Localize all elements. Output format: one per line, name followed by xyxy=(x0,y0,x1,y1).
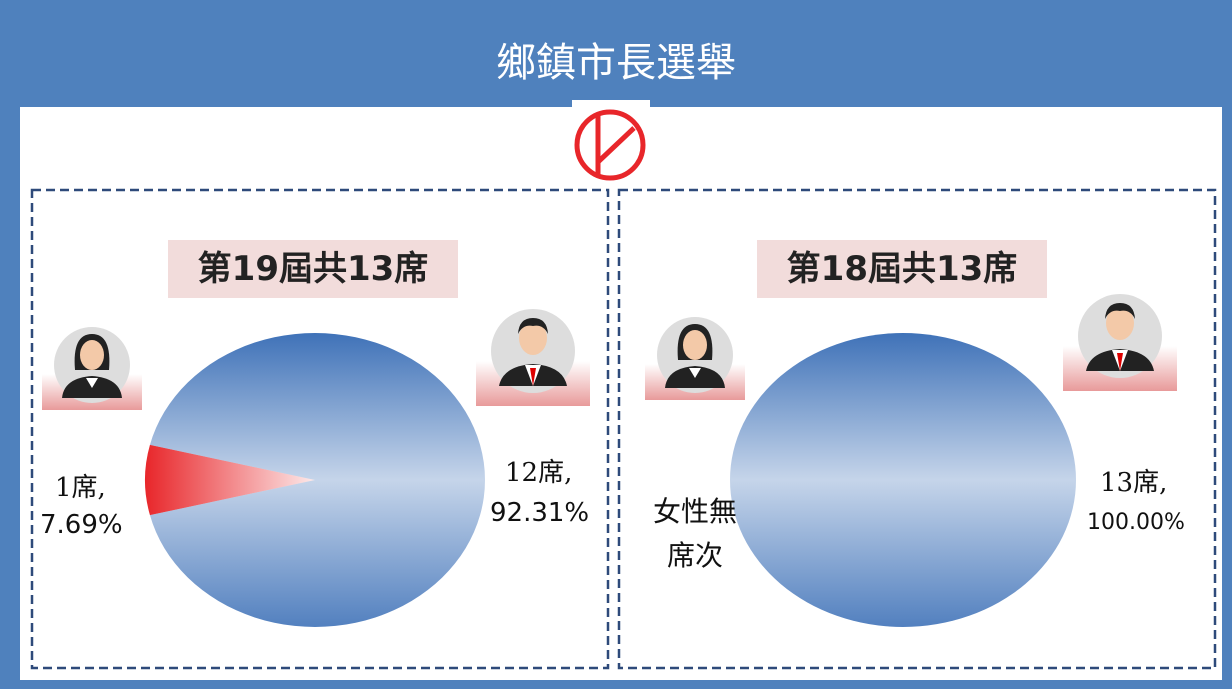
pie-slice xyxy=(730,333,1076,627)
data-label: 12席, xyxy=(505,458,573,488)
male-icon xyxy=(476,306,590,406)
percent-label: 92.31% xyxy=(490,498,590,528)
chart-title: 第19屆共13席 xyxy=(168,240,458,298)
data-label: 13席, xyxy=(1100,468,1168,498)
percent-label: 7.69% xyxy=(40,510,123,540)
chart-title: 第18屆共13席 xyxy=(757,240,1047,298)
chart-frame xyxy=(617,188,1217,670)
male-icon xyxy=(1063,291,1177,391)
percent-label: 100.00% xyxy=(1087,510,1185,535)
pie-slice xyxy=(149,332,486,627)
pie-slice xyxy=(145,444,315,516)
data-label: 1席, xyxy=(55,473,106,503)
chart-frame xyxy=(30,188,610,670)
page-title: 鄉鎮市長選舉 xyxy=(496,40,736,86)
female-icon xyxy=(645,317,745,400)
data-label: 女性無席次 xyxy=(652,495,737,572)
female-icon xyxy=(42,327,142,410)
ballot-icon xyxy=(572,100,650,181)
